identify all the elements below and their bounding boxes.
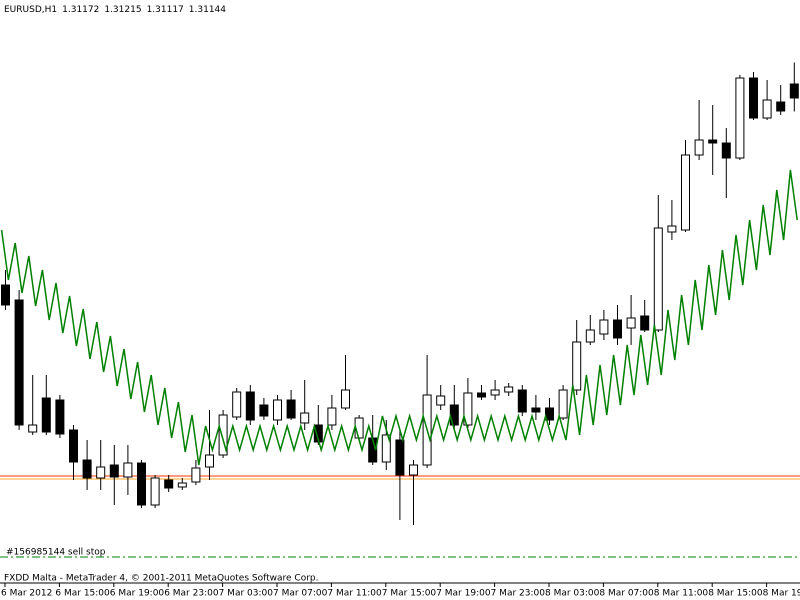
x-tick-label: 6 Mar 2012	[1, 589, 52, 599]
candle-body	[218, 414, 228, 456]
x-tick-label: 7 Mar 11:00	[327, 589, 382, 599]
candle-body	[708, 139, 718, 144]
candle-body	[436, 395, 446, 406]
candle-body	[572, 341, 582, 391]
candle-body	[504, 386, 514, 393]
x-tick-label: 7 Mar 07:00	[273, 589, 328, 599]
candle-body	[517, 389, 527, 413]
candle-body	[463, 392, 473, 426]
x-tick-label: 7 Mar 23:00	[491, 589, 546, 599]
x-tick-label: 6 Mar 15:00	[55, 589, 110, 599]
x-tick-label: 6 Mar 23:00	[164, 589, 219, 599]
x-tick-label: 8 Mar 03:00	[545, 589, 600, 599]
candle-body	[477, 392, 486, 398]
candle-body	[585, 329, 595, 343]
footer: FXDD Malta - MetaTrader 4, © 2001-2011 M…	[4, 574, 319, 584]
header-high: 1.31215	[104, 5, 141, 15]
candle-body	[667, 225, 677, 233]
candle-body	[776, 101, 786, 112]
header-open: 1.31172	[62, 5, 99, 15]
candle-body	[177, 482, 187, 488]
candle-body	[409, 464, 418, 476]
x-tick-label: 7 Mar 03:00	[219, 589, 274, 599]
chart-title: EURUSD,H1	[4, 5, 57, 15]
candle-body	[150, 477, 160, 506]
candle-body	[613, 319, 622, 339]
order-label: #156985144 sell stop	[6, 548, 106, 558]
x-tick-label: 8 Mar 07:00	[599, 589, 654, 599]
candle-body	[626, 317, 636, 329]
candle-body	[232, 391, 242, 418]
candle-body	[749, 77, 758, 119]
candle-body	[341, 389, 350, 409]
candle-body	[558, 389, 568, 419]
candle-body	[205, 454, 214, 468]
candle-body	[327, 407, 337, 426]
candle-body	[735, 77, 745, 159]
candle-body	[381, 434, 391, 463]
x-tick-label: 6 Mar 19:00	[110, 589, 165, 599]
candle-body	[28, 424, 38, 433]
candle-body	[599, 319, 609, 335]
chart-header: EURUSD,H1 1.31172 1.31215 1.31117 1.31144	[4, 5, 226, 15]
candle-body	[273, 399, 282, 421]
candle-body	[109, 464, 119, 478]
candle-body	[490, 389, 500, 396]
header-low: 1.31117	[147, 5, 184, 15]
candle-body	[96, 466, 106, 479]
plot-area: #156985144 sell stop	[0, 62, 800, 558]
candle-body	[681, 154, 690, 231]
candle-body	[286, 399, 296, 419]
candle-body	[531, 407, 541, 413]
candle-body	[14, 299, 24, 426]
candle-body	[164, 479, 174, 489]
candle-body	[653, 227, 663, 331]
x-tick-label: 7 Mar 15:00	[382, 589, 437, 599]
x-tick-label: 7 Mar 19:00	[436, 589, 491, 599]
candle-body	[395, 439, 405, 476]
candle-body	[191, 467, 201, 483]
x-tick-label: 8 Mar 11:00	[654, 589, 709, 599]
candle-body	[82, 459, 92, 479]
candle-body	[69, 429, 78, 463]
x-tick-label: 8 Mar 19:00	[763, 589, 800, 599]
x-tick-label: 8 Mar 15:00	[708, 589, 763, 599]
candle-body	[762, 99, 772, 119]
candle-body	[640, 315, 650, 331]
header-close: 1.31144	[189, 5, 226, 15]
candle-body	[123, 462, 133, 478]
candle-body	[300, 412, 310, 424]
candle-body	[1, 284, 10, 306]
candle-body	[694, 139, 704, 156]
candle-body	[137, 462, 146, 506]
candle-body	[789, 83, 799, 99]
indicator-line	[0, 169, 798, 466]
candle-body	[55, 399, 65, 435]
candle-body	[41, 397, 51, 433]
candle-body	[721, 142, 731, 159]
candle-body	[259, 404, 269, 417]
candle-body	[245, 391, 255, 421]
